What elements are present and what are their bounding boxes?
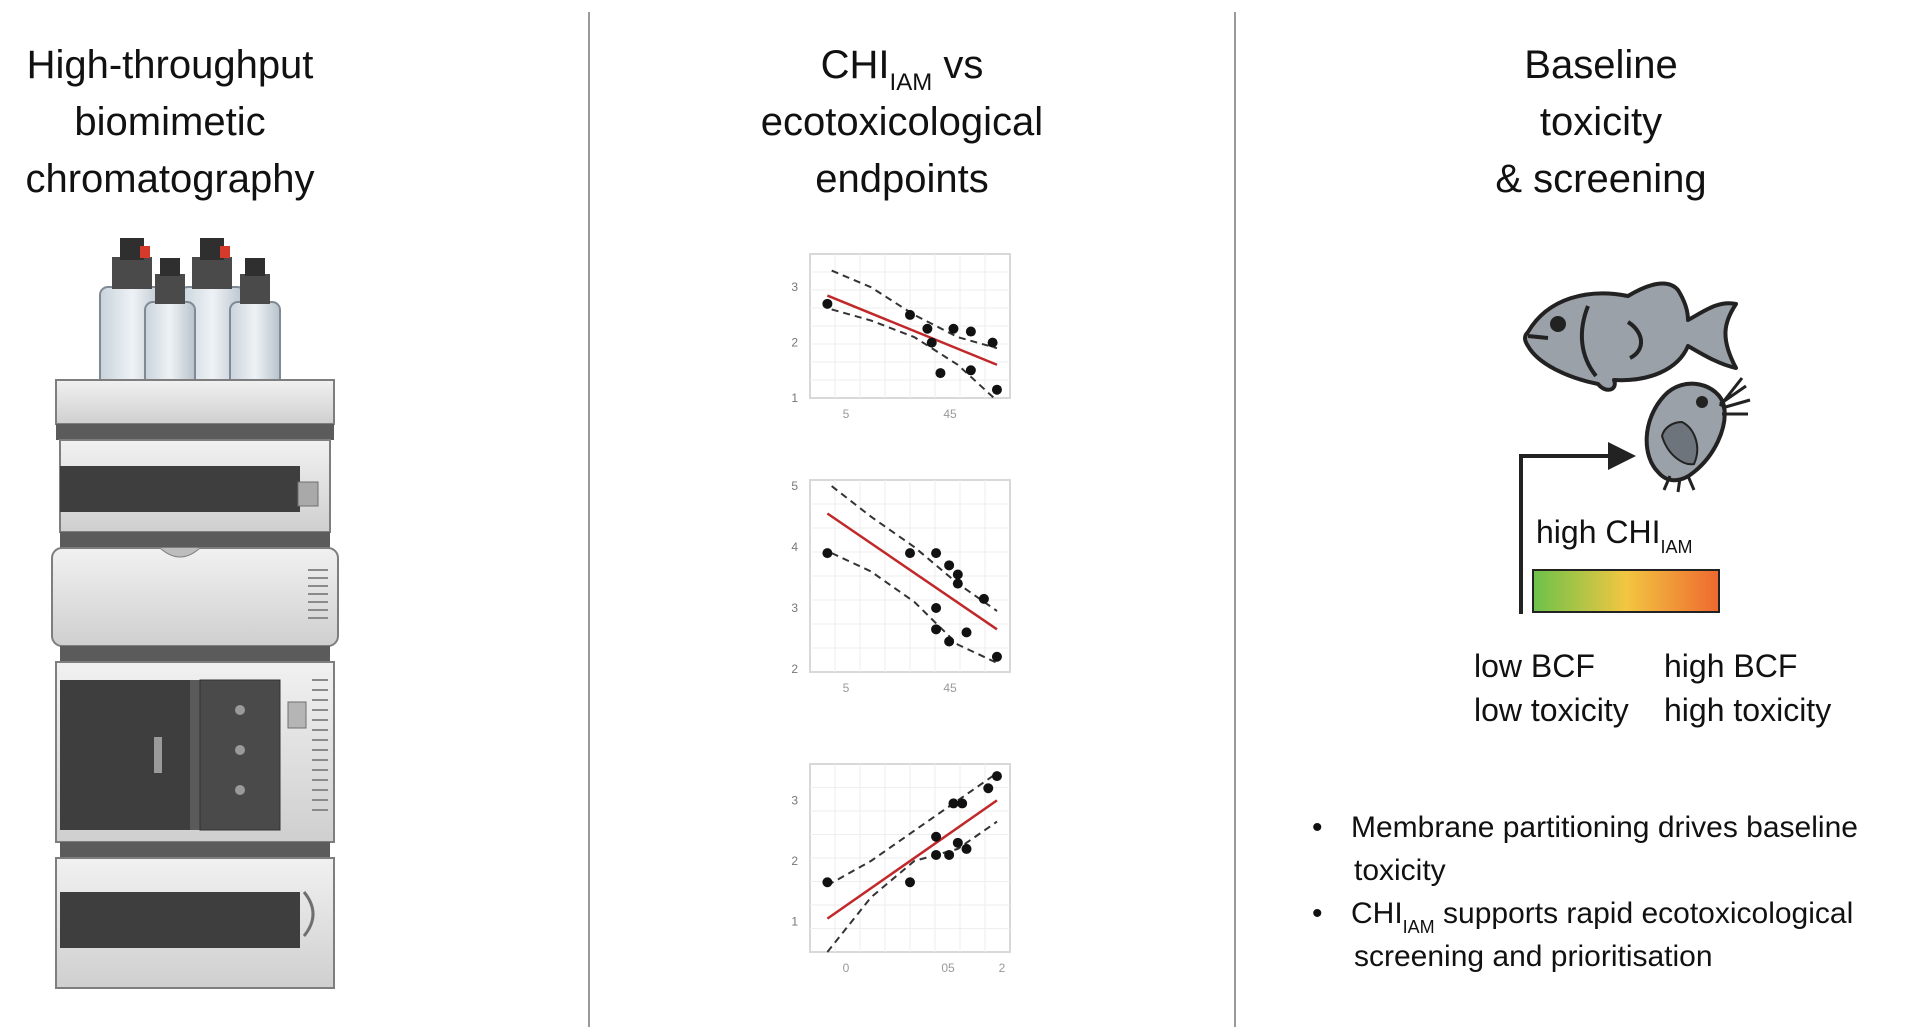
low-toxicity-label: low toxicity	[1474, 692, 1629, 728]
data-point	[978, 593, 989, 604]
panel-correlations: CHIIAM vs ecotoxicological endpoints 1 2 3…	[590, 0, 1234, 1035]
panel-chromatography: High-throughput biomimetic chromatograph…	[0, 0, 588, 1035]
daphnia-icon	[1644, 377, 1751, 493]
bullet-item: Membrane partitioning drives baseline to…	[1312, 806, 1912, 892]
high-toxicity-label: high toxicity	[1664, 692, 1832, 728]
y-tick-label: 1	[791, 915, 798, 929]
panel-baseline: Baseline toxicity & screening high CHIIA…	[1236, 0, 1913, 1035]
title-line: & screening	[1495, 157, 1707, 201]
data-point	[944, 849, 955, 860]
data-point	[961, 627, 972, 638]
y-tick-label: 2	[791, 854, 798, 868]
divider-right	[1234, 12, 1236, 1027]
title-line: High-throughput	[26, 43, 314, 87]
chi-gradient-bar	[1532, 569, 1720, 613]
data-point	[922, 323, 933, 334]
y-tick-label: 2	[791, 662, 798, 676]
x-tick-label: 45	[943, 407, 957, 421]
regression-line	[826, 799, 998, 920]
data-point	[948, 798, 959, 809]
data-point	[935, 368, 946, 379]
y-tick-label: 1	[791, 391, 798, 405]
data-point	[905, 309, 915, 320]
data-point	[905, 877, 915, 888]
ci-upper-line	[831, 485, 998, 612]
data-point	[944, 636, 955, 647]
high-bcf-label: high BCF	[1664, 648, 1798, 684]
data-point	[822, 877, 833, 888]
x-tick-label: 2	[999, 961, 1006, 975]
bullet-list: Membrane partitioning drives baseline to…	[1312, 806, 1912, 978]
y-tick-label: 4	[791, 540, 798, 554]
panel-title: CHIIAM vs ecotoxicological endpoints	[590, 37, 1214, 208]
x-tick-label: 5	[843, 681, 850, 695]
y-tick-label: 3	[791, 601, 798, 615]
title-line: biomimetic	[74, 100, 266, 144]
regression-line	[826, 512, 998, 631]
data-point	[952, 578, 963, 589]
data-point	[961, 843, 972, 854]
data-point	[991, 651, 1002, 662]
data-point	[926, 337, 937, 348]
data-point	[987, 337, 998, 348]
title-line: chromatography	[25, 157, 315, 201]
title-line: CHIIAM vs	[820, 43, 984, 96]
high-labels: high BCF high toxicity	[1664, 644, 1831, 732]
data-point	[991, 384, 1002, 395]
y-tick-label: 3	[791, 280, 798, 294]
data-point	[957, 798, 968, 809]
solvent-bottles	[99, 238, 281, 388]
data-point	[983, 783, 994, 794]
ci-lower-line	[831, 552, 998, 664]
ci-lower-line	[831, 308, 998, 402]
data-point	[944, 560, 955, 571]
y-tick-label: 3	[791, 793, 798, 807]
data-point	[931, 548, 942, 559]
regression-line	[826, 294, 998, 366]
panel-title: Baseline toxicity & screening	[1486, 37, 1716, 208]
bullet-item: CHIIAM supports rapid ecotoxicological s…	[1312, 892, 1912, 978]
arrow-icon	[1519, 442, 1636, 614]
scatter-plot-3: 1 2 3 0 05 2	[791, 763, 1011, 975]
y-tick-label: 2	[791, 336, 798, 350]
ci-upper-line	[831, 269, 998, 350]
data-point	[905, 548, 915, 559]
data-point	[948, 323, 959, 334]
title-line: endpoints	[815, 157, 989, 201]
x-tick-label: 05	[941, 961, 955, 975]
data-point	[965, 365, 976, 376]
x-tick-label: 0	[843, 961, 850, 975]
title-line: toxicity	[1539, 100, 1663, 144]
data-point	[931, 831, 942, 842]
data-point	[965, 326, 976, 337]
gradient-label: high CHIIAM	[1536, 514, 1693, 557]
data-point	[991, 771, 1002, 782]
hplc-instrument-icon	[51, 238, 339, 989]
x-tick-label: 45	[943, 681, 957, 695]
ci-lower-line	[826, 820, 998, 953]
title-line: Baseline	[1524, 43, 1678, 87]
ci-upper-line	[826, 772, 998, 887]
x-tick-label: 5	[843, 407, 850, 421]
data-point	[952, 837, 963, 848]
low-bcf-label: low BCF	[1474, 648, 1595, 684]
divider-left	[588, 12, 590, 1027]
y-tick-label: 5	[791, 479, 798, 493]
low-labels: low BCF low toxicity	[1474, 644, 1629, 732]
data-point	[952, 569, 963, 580]
data-point	[822, 298, 833, 309]
data-point	[822, 548, 833, 559]
data-point	[931, 624, 942, 635]
panel-title: High-throughput biomimetic chromatograph…	[0, 37, 340, 208]
scatter-plot-1: 1 2 3 5 45	[791, 253, 1011, 421]
fish-icon	[1523, 281, 1738, 392]
data-point	[931, 603, 942, 613]
data-point	[931, 849, 942, 860]
title-line: ecotoxicological	[760, 100, 1044, 144]
